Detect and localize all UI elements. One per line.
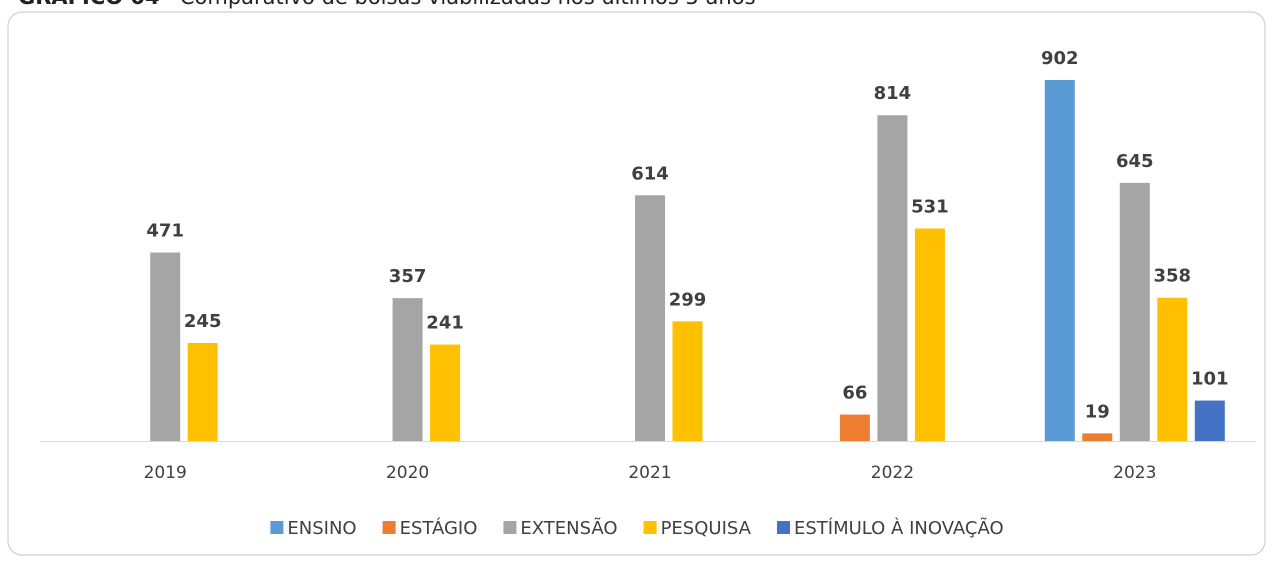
legend-label: ESTÁGIO (400, 517, 478, 539)
value-label: 614 (631, 163, 669, 184)
legend-label: ENSINO (287, 518, 356, 539)
legend-swatch (382, 521, 396, 534)
x-tick-label: 2020 (386, 463, 429, 483)
legend-label: PESQUISA (661, 518, 752, 539)
bar (1157, 297, 1188, 441)
legend-swatch (776, 521, 790, 534)
x-tick-label: 2019 (144, 463, 187, 483)
bar (150, 252, 181, 441)
value-label: 358 (1154, 266, 1192, 287)
chart-frame (7, 11, 1266, 556)
bar (1044, 80, 1075, 441)
chart-title: GRÁFICO 04 - Comparativo de bolsas viabil… (18, 0, 756, 9)
bar (635, 195, 665, 441)
value-label: 902 (1041, 48, 1079, 69)
legend-swatch (270, 521, 284, 534)
value-label: 66 (842, 383, 867, 404)
legend-label: EXTENSÃO (520, 517, 617, 539)
x-tick-label: 2023 (1113, 463, 1156, 483)
value-label: 357 (389, 266, 427, 287)
value-label: 471 (146, 220, 184, 241)
value-label: 814 (874, 83, 912, 104)
bar (187, 342, 218, 441)
value-label: 241 (426, 313, 464, 334)
title-label: GRÁFICO 04 (18, 0, 160, 9)
value-label: 645 (1116, 151, 1154, 172)
bar (839, 414, 870, 441)
title-text: - Comparativo de bolsas viabilizadas nos… (166, 0, 756, 9)
bar (877, 115, 908, 441)
bar (392, 298, 423, 441)
bar (672, 321, 703, 441)
legend-swatch (643, 521, 657, 534)
bar (1194, 400, 1225, 441)
bar (1082, 433, 1113, 441)
value-label: 531 (911, 196, 949, 217)
x-tick-label: 2022 (871, 463, 914, 483)
bar (1119, 182, 1150, 441)
bar (914, 228, 945, 441)
value-label: 299 (669, 289, 707, 310)
value-label: 101 (1191, 369, 1229, 390)
legend-swatch (503, 521, 517, 534)
bar (430, 344, 461, 441)
x-tick-label: 2021 (628, 463, 671, 483)
legend-label: ESTÍMULO À INOVAÇÃO (794, 517, 1004, 539)
value-label: 245 (184, 311, 222, 332)
value-label: 19 (1085, 401, 1110, 422)
